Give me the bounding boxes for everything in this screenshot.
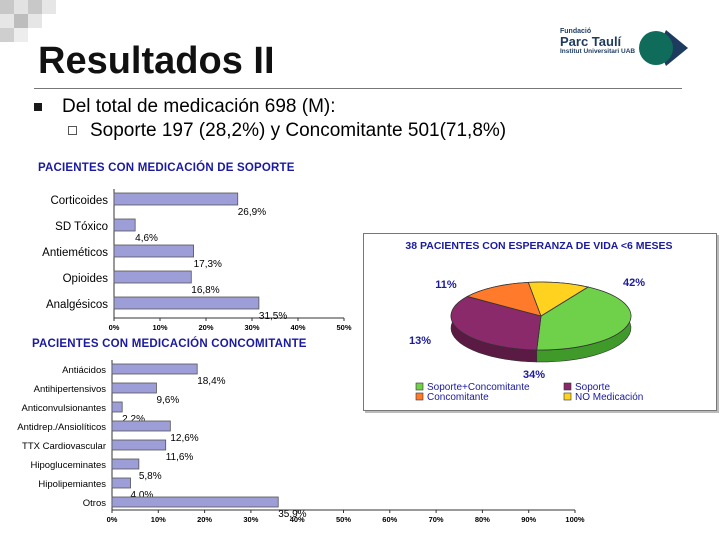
x-tick-label: 0% bbox=[107, 515, 118, 524]
x-tick-label: 10% bbox=[152, 323, 167, 332]
data-label: 35,9% bbox=[278, 509, 306, 520]
logo-line3: Institut Universitari UAB bbox=[560, 48, 636, 55]
x-tick-label: 30% bbox=[244, 323, 259, 332]
x-tick-label: 90% bbox=[521, 515, 536, 524]
sub-bullet-square bbox=[68, 126, 77, 135]
bar bbox=[111, 382, 157, 394]
x-tick-label: 50% bbox=[336, 515, 351, 524]
data-label: 4,0% bbox=[131, 490, 154, 501]
bullet-square bbox=[34, 103, 42, 111]
pie-slice bbox=[466, 281, 542, 317]
category-label: Antiácidos bbox=[62, 365, 106, 376]
data-label: 16,8% bbox=[191, 285, 219, 296]
x-tick-label: 80% bbox=[475, 515, 490, 524]
pie-slice bbox=[450, 296, 542, 351]
category-label: SD Tóxico bbox=[55, 221, 108, 233]
category-label: Otros bbox=[83, 498, 106, 509]
pie-panel: 38 PACIENTES CON ESPERANZA DE VIDA <6 ME… bbox=[363, 233, 717, 411]
legend-label: Soporte bbox=[575, 382, 610, 393]
page-title: Resultados II bbox=[38, 40, 275, 82]
category-label: Antieméticos bbox=[42, 247, 108, 259]
chart-soporte-title: PACIENTES CON MEDICACIÓN DE SOPORTE bbox=[38, 162, 295, 174]
x-tick-label: 70% bbox=[429, 515, 444, 524]
legend-label: NO Medicación bbox=[575, 392, 643, 403]
legend-swatch bbox=[563, 382, 572, 391]
bar bbox=[111, 458, 140, 470]
bar bbox=[113, 192, 239, 206]
bar bbox=[111, 439, 167, 451]
bar bbox=[111, 420, 171, 432]
data-label: 11,6% bbox=[166, 452, 194, 463]
bar bbox=[111, 496, 279, 508]
category-label: Analgésicos bbox=[46, 299, 108, 311]
x-tick-label: 60% bbox=[382, 515, 397, 524]
pie-slice bbox=[527, 281, 590, 317]
logo-line1: Fundació bbox=[560, 28, 592, 35]
bar bbox=[111, 477, 131, 489]
bar bbox=[113, 270, 192, 284]
x-tick-label: 100% bbox=[565, 515, 585, 524]
bar bbox=[113, 218, 136, 232]
data-label: 31,5% bbox=[259, 311, 287, 322]
x-tick-label: 0% bbox=[109, 323, 120, 332]
data-label: 18,4% bbox=[197, 376, 225, 387]
pie-percent-label: 34% bbox=[523, 369, 545, 381]
data-label: 4,6% bbox=[135, 233, 158, 244]
data-label: 17,3% bbox=[194, 259, 222, 270]
category-label: Hipogluceminates bbox=[30, 460, 106, 471]
pie-slice bbox=[536, 286, 632, 351]
legend-swatch bbox=[415, 382, 424, 391]
pie-title: 38 PACIENTES CON ESPERANZA DE VIDA <6 ME… bbox=[405, 240, 673, 252]
data-label: 9,6% bbox=[156, 395, 179, 406]
bar bbox=[111, 363, 198, 375]
bar bbox=[113, 244, 194, 258]
pie-percent-label: 11% bbox=[435, 279, 457, 291]
x-tick-label: 50% bbox=[336, 323, 351, 332]
bar bbox=[111, 401, 123, 413]
bar bbox=[113, 296, 260, 310]
bullet-2-text: Soporte 197 (28,2%) y Concomitante 501(7… bbox=[90, 120, 507, 141]
title-divider bbox=[34, 88, 682, 89]
pie-chart: 42% 34% 13% 11% Soporte+Concomitante Soporte C… bbox=[409, 277, 645, 403]
bullet-1-text: Del total de medicación 698 (M): bbox=[62, 96, 336, 117]
data-label: 2,2% bbox=[122, 414, 145, 425]
legend-swatch bbox=[563, 392, 572, 401]
category-label: Opioides bbox=[63, 273, 109, 285]
data-label: 26,9% bbox=[238, 207, 266, 218]
legend-label: Concomitante bbox=[427, 392, 489, 403]
category-label: Anticonvulsionantes bbox=[22, 403, 107, 414]
x-tick-label: 10% bbox=[151, 515, 166, 524]
category-label: Antihipertensivos bbox=[34, 384, 107, 395]
chart-concomitante-title: PACIENTES CON MEDICACIÓN CONCOMITANTE bbox=[32, 338, 307, 350]
x-tick-label: 30% bbox=[243, 515, 258, 524]
legend-label: Soporte+Concomitante bbox=[427, 382, 530, 393]
data-label: 5,8% bbox=[139, 471, 162, 482]
data-label: 12,6% bbox=[170, 433, 198, 444]
logo-mark bbox=[639, 30, 688, 66]
x-tick-label: 40% bbox=[290, 323, 305, 332]
category-label: Antidrep./Ansiolíticos bbox=[17, 422, 106, 433]
x-tick-label: 40% bbox=[290, 515, 305, 524]
category-label: Hipolipemiantes bbox=[38, 479, 106, 490]
pie-percent-label: 13% bbox=[409, 335, 431, 347]
chart-concomitante: Antiácidos 18,4% Antihipertensivos 9,6% Anti… bbox=[17, 360, 585, 524]
category-label: TTX Cardiovascular bbox=[22, 441, 106, 452]
logo: Fundació Parc Taulí Institut Universitar… bbox=[560, 28, 644, 70]
x-tick-label: 20% bbox=[198, 323, 213, 332]
legend-swatch bbox=[415, 392, 424, 401]
pie-percent-label: 42% bbox=[623, 277, 645, 289]
chart-soporte: Corticoides 26,9% SD Tóxico 4,6% Antiemético… bbox=[42, 189, 352, 332]
x-tick-label: 20% bbox=[197, 515, 212, 524]
logo-line2: Parc Taulí bbox=[560, 34, 622, 49]
category-label: Corticoides bbox=[50, 195, 108, 207]
